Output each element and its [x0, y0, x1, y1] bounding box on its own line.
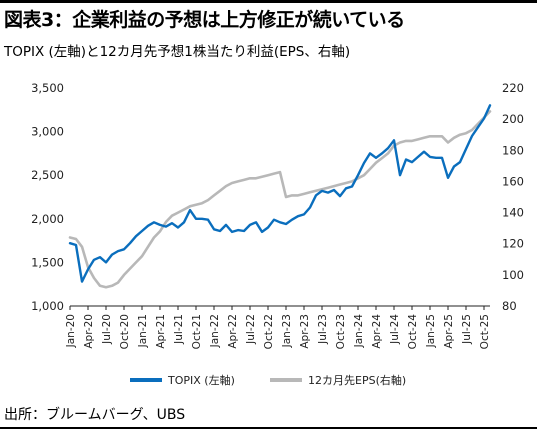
- y-right-tick-label: 120: [502, 237, 524, 251]
- y-right-tick-label: 100: [502, 268, 524, 282]
- x-tick-label: Oct-22: [263, 314, 275, 349]
- x-tick-label: Apr-20: [83, 314, 95, 349]
- x-tick-label: Jul-25: [461, 314, 473, 345]
- y-right-tick-label: 220: [502, 81, 524, 95]
- x-tick-label: Jul-20: [101, 314, 113, 345]
- y-right-tick-label: 140: [502, 206, 524, 220]
- x-tick-label: Apr-21: [155, 314, 167, 349]
- x-tick-label: Oct-20: [119, 314, 131, 349]
- y-left-tick-label: 3,000: [31, 125, 64, 139]
- x-tick-label: Oct-23: [335, 314, 347, 349]
- x-tick-label: Apr-25: [443, 314, 455, 349]
- legend-eps-label: 12カ月先EPS(右軸): [308, 373, 406, 387]
- x-tick-label: Jan-25: [425, 314, 437, 348]
- x-tick-label: Jan-24: [353, 314, 365, 349]
- y-right-tick-label: 80: [502, 299, 517, 313]
- axes: 1,000 1,500 2,000 2,500 3,000 3,500 80 100 120 14…: [31, 81, 524, 349]
- x-tick-label: Jul-21: [173, 314, 185, 345]
- x-tick-label: Jan-21: [137, 314, 149, 348]
- x-tick-label: Jul-22: [245, 314, 257, 345]
- y-left-tick-label: 2,500: [31, 168, 64, 182]
- y-right-tick-label: 180: [502, 143, 524, 157]
- y-right-tick-label: 160: [502, 174, 524, 188]
- top-rule: [0, 0, 537, 3]
- y-left-tick-label: 1,500: [31, 255, 64, 269]
- chart-subtitle: TOPIX (左軸)と12カ月先予想1株当たり利益(EPS、右軸): [4, 44, 351, 60]
- x-tick-label: Jan-23: [281, 314, 293, 348]
- source-note: 出所：ブルームバーグ、UBS: [4, 407, 186, 423]
- bottom-rule: [0, 427, 537, 429]
- legend: TOPIX (左軸) 12カ月先EPS(右軸): [130, 373, 406, 387]
- topix-series-line: [68, 104, 492, 283]
- legend-topix-label: TOPIX (左軸): [167, 373, 235, 387]
- x-tick-label: Oct-21: [191, 314, 203, 349]
- x-tick-label: Jan-22: [209, 314, 221, 348]
- x-tick-label: Apr-22: [227, 314, 239, 349]
- x-tick-label: Jan-20: [65, 314, 77, 348]
- x-tick-label: Oct-24: [407, 314, 419, 350]
- line-chart: 1,000 1,500 2,000 2,500 3,000 3,500 80 100 120 14…: [31, 81, 524, 387]
- y-left-tick-label: 3,500: [31, 81, 64, 95]
- y-left-tick-label: 2,000: [31, 212, 64, 226]
- x-tick-label: Apr-24: [371, 314, 383, 349]
- x-tick-label: Oct-25: [479, 314, 491, 349]
- y-right-tick-label: 200: [502, 112, 524, 126]
- x-tick-label: Jul-24: [389, 314, 401, 345]
- x-tick-label: Apr-23: [299, 314, 311, 349]
- chart-title: 図表3：企業利益の予想は上方修正が続いている: [4, 9, 405, 31]
- y-left-tick-label: 1,000: [31, 299, 64, 313]
- eps-series-line: [68, 110, 492, 289]
- series-layer: [68, 104, 492, 289]
- x-tick-label: Jul-23: [317, 314, 329, 345]
